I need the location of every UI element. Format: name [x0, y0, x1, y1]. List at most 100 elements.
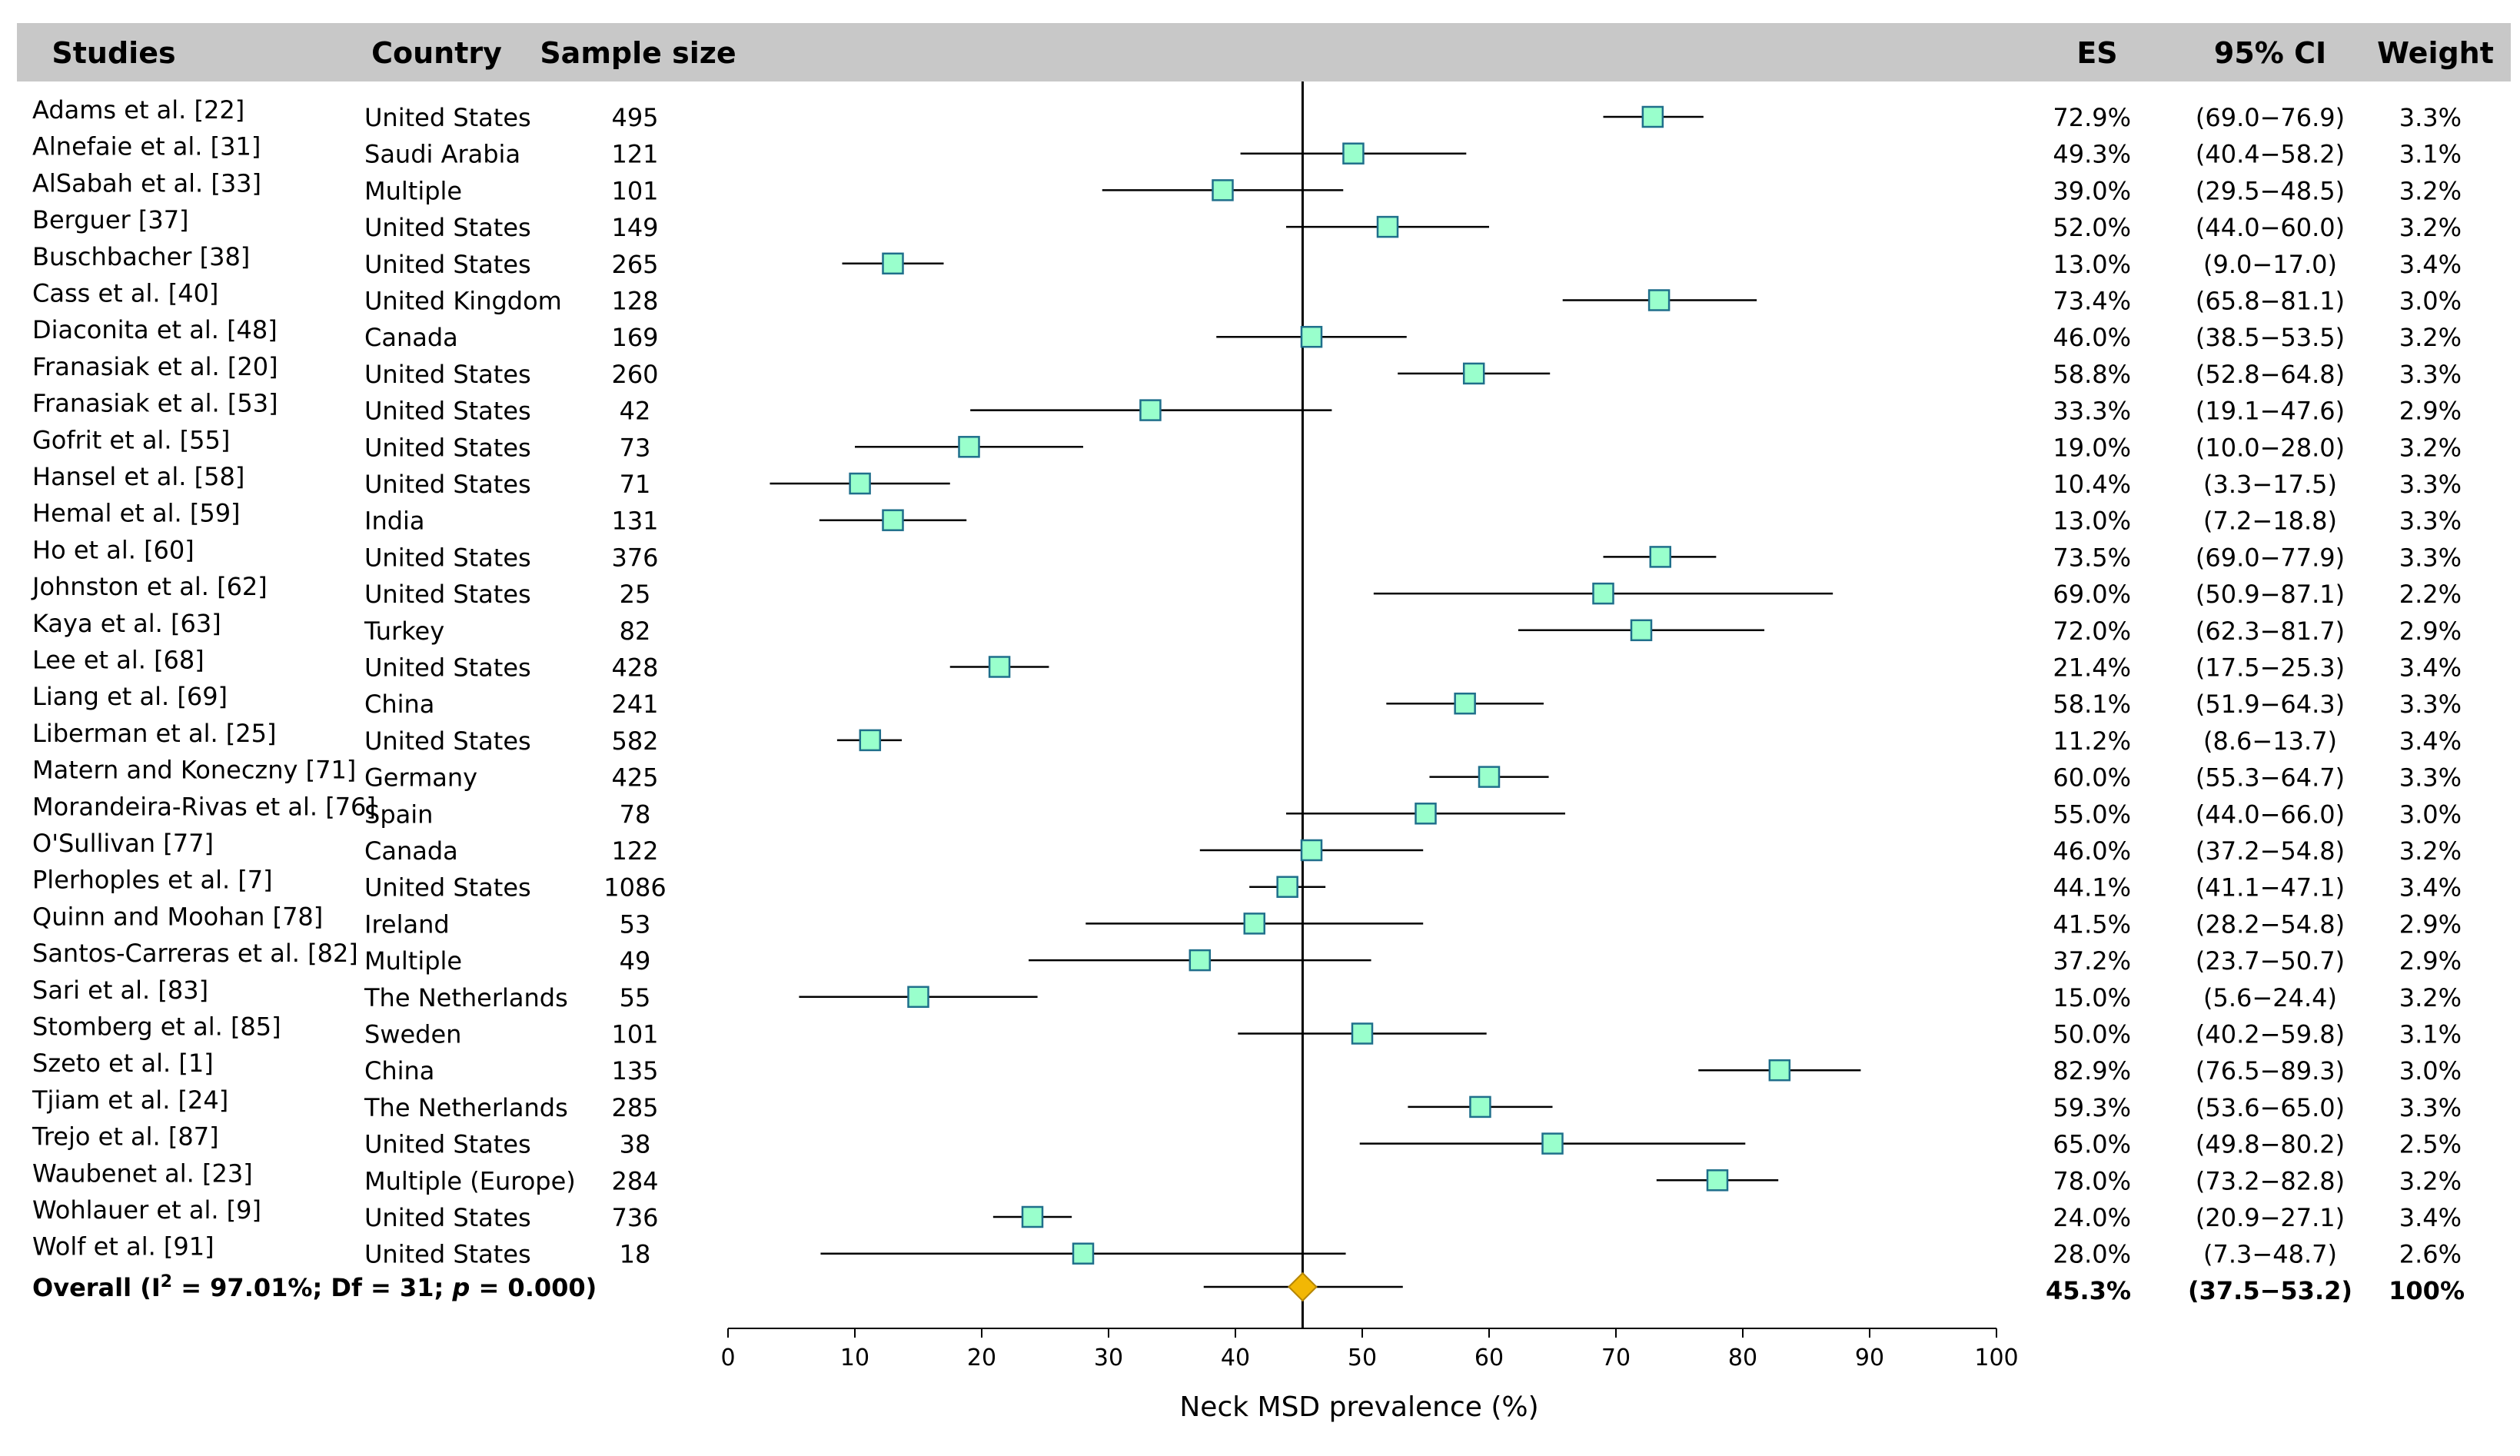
study-ci: (20.9−27.1) — [2196, 1203, 2345, 1232]
study-weight: 3.2% — [2399, 1166, 2462, 1195]
header-sample-size: Sample size — [540, 36, 736, 70]
header-studies: Studies — [52, 36, 175, 70]
study-point — [1478, 766, 1501, 788]
study-es: 13.0% — [2053, 250, 2131, 279]
study-weight: 3.2% — [2399, 323, 2462, 352]
study-es: 72.9% — [2053, 103, 2131, 132]
study-point — [1706, 1169, 1729, 1192]
study-label: Trejo et al. [87] — [32, 1122, 219, 1152]
study-es: 19.0% — [2053, 433, 2131, 462]
study-label: Gofrit et al. [55] — [32, 425, 230, 454]
study-weight: 3.1% — [2399, 1020, 2462, 1049]
overall-ci: (37.5−53.2) — [2188, 1276, 2352, 1305]
study-es: 78.0% — [2053, 1166, 2131, 1195]
study-weight: 3.2% — [2399, 983, 2462, 1012]
study-label: Adams et al. [22] — [32, 95, 244, 125]
study-country: United States — [364, 873, 531, 903]
study-country: United States — [364, 250, 531, 279]
study-country: United States — [364, 213, 531, 242]
study-point — [1454, 692, 1476, 715]
study-sample-size: 241 — [611, 690, 658, 719]
study-country: United States — [364, 433, 531, 462]
study-label: Hansel et al. [58] — [32, 462, 244, 491]
study-label: Johnston et al. [62] — [31, 572, 268, 601]
study-es: 46.0% — [2053, 323, 2131, 352]
study-es: 72.0% — [2053, 617, 2131, 646]
study-ci: (3.3−17.5) — [2203, 470, 2337, 499]
study-es: 52.0% — [2053, 213, 2131, 242]
study-country: United States — [364, 1203, 531, 1232]
study-weight: 2.9% — [2399, 946, 2462, 976]
x-tick-label: 70 — [1601, 1345, 1631, 1371]
study-country: Germany — [364, 763, 477, 793]
study-label: Liberman et al. [25] — [32, 719, 276, 748]
x-tick-label: 30 — [1094, 1345, 1123, 1371]
study-label: Franasiak et al. [53] — [32, 389, 278, 418]
study-label: Berguer [37] — [32, 205, 189, 234]
study-sample-size: 101 — [611, 176, 658, 205]
study-es: 44.1% — [2053, 873, 2131, 903]
study-label: Morandeira-Rivas et al. [76] — [32, 792, 376, 821]
study-label: Alnefaie et al. [31] — [32, 132, 261, 161]
study-point — [1376, 215, 1399, 238]
study-sample-size: 101 — [611, 1020, 658, 1049]
study-weight: 3.2% — [2399, 176, 2462, 205]
study-country: India — [364, 507, 425, 536]
x-tick-label: 60 — [1474, 1345, 1504, 1371]
study-country: United States — [364, 653, 531, 683]
study-label: Cass et al. [40] — [32, 279, 218, 308]
study-weight: 3.3% — [2399, 360, 2462, 389]
study-weight: 3.4% — [2399, 1203, 2462, 1232]
study-country: The Netherlands — [364, 1093, 568, 1122]
study-country: United States — [364, 580, 531, 609]
study-ci: (41.1−47.1) — [2196, 873, 2345, 903]
study-point — [958, 436, 980, 458]
study-sample-size: 425 — [611, 763, 658, 793]
overall-label: Overall (I2 = 97.01%; Df = 31; p = 0.000… — [32, 1272, 597, 1302]
study-ci: (9.0−17.0) — [2203, 250, 2337, 279]
study-sample-size: 18 — [620, 1240, 651, 1269]
study-es: 73.5% — [2053, 543, 2131, 572]
x-tick-label: 80 — [1728, 1345, 1757, 1371]
study-point — [1072, 1242, 1095, 1265]
study-es: 55.0% — [2053, 799, 2131, 829]
study-sample-size: 55 — [620, 983, 651, 1012]
study-label: Franasiak et al. [20] — [32, 352, 278, 381]
study-ci: (5.6−24.4) — [2203, 983, 2337, 1012]
study-point — [1021, 1205, 1044, 1228]
study-country: United States — [364, 543, 531, 572]
study-sample-size: 285 — [611, 1093, 658, 1122]
study-es: 37.2% — [2053, 946, 2131, 976]
study-country: Canada — [364, 323, 458, 352]
study-ci: (50.9−87.1) — [2196, 580, 2345, 609]
study-ci: (51.9−64.3) — [2196, 690, 2345, 719]
study-ci: (44.0−60.0) — [2196, 213, 2345, 242]
study-sample-size: 128 — [611, 287, 658, 316]
study-sample-size: 71 — [620, 470, 651, 499]
study-weight: 3.4% — [2399, 726, 2462, 756]
study-country: United States — [364, 397, 531, 426]
study-ci: (76.5−89.3) — [2196, 1056, 2345, 1085]
study-es: 73.4% — [2053, 287, 2131, 316]
study-label: Plerhoples et al. [7] — [32, 866, 273, 895]
study-ci: (19.1−47.6) — [2196, 397, 2345, 426]
study-country: Ireland — [364, 909, 450, 939]
study-es: 69.0% — [2053, 580, 2131, 609]
study-point — [1630, 619, 1653, 642]
study-label: Wolf et al. [91] — [32, 1232, 214, 1262]
study-point — [907, 986, 929, 1009]
study-sample-size: 495 — [611, 103, 658, 132]
study-country: Sweden — [364, 1020, 461, 1049]
study-weight: 3.3% — [2399, 103, 2462, 132]
study-sample-size: 53 — [620, 909, 651, 939]
header-weight: Weight — [2377, 36, 2494, 70]
study-country: United States — [364, 1130, 531, 1159]
study-point — [1647, 289, 1671, 311]
study-ci: (40.4−58.2) — [2196, 140, 2345, 169]
study-sample-size: 122 — [611, 836, 658, 866]
study-weight: 3.3% — [2399, 763, 2462, 793]
study-point — [882, 509, 904, 531]
x-tick-label: 100 — [1974, 1345, 2018, 1371]
study-weight: 2.6% — [2399, 1240, 2462, 1269]
